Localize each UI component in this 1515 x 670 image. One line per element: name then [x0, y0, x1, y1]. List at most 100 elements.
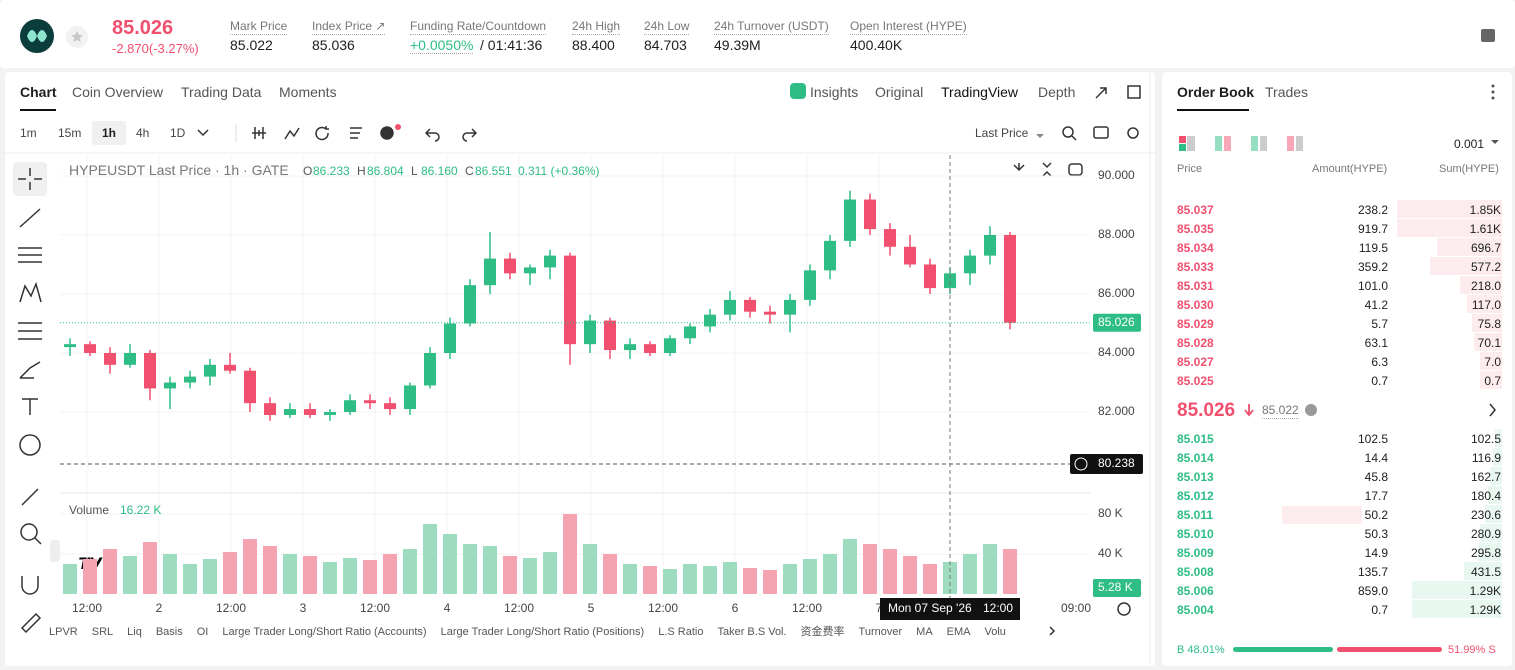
more-indicators[interactable]: [1049, 626, 1056, 636]
interval[interactable]: 1h: [102, 126, 117, 140]
price-type[interactable]: Last Price: [975, 126, 1029, 140]
book-price[interactable]: 85.010: [1177, 527, 1214, 541]
layout-button[interactable]: [1481, 29, 1495, 42]
book-amount: 359.2: [1357, 260, 1388, 274]
book-tab[interactable]: Order Book: [1177, 84, 1255, 100]
y-tick-label: 80 K: [1098, 506, 1123, 520]
stat-value: 49.39M: [714, 37, 761, 53]
volume-bar: [583, 544, 597, 594]
volume-bar: [443, 534, 457, 594]
indicator[interactable]: Large Trader Long/Short Ratio (Positions…: [440, 626, 645, 638]
book-price[interactable]: 85.014: [1177, 451, 1214, 465]
chart-tools[interactable]: [252, 126, 1139, 142]
indicator[interactable]: OI: [196, 626, 209, 638]
book-price[interactable]: 85.006: [1177, 584, 1214, 598]
maximize-icon[interactable]: [1068, 163, 1083, 176]
indicator[interactable]: Large Trader Long/Short Ratio (Accounts): [222, 626, 427, 638]
book-sum: 431.5: [1470, 565, 1501, 579]
depth-bar: [1412, 581, 1502, 599]
book-sum: 230.6: [1470, 508, 1501, 522]
scroll-down-icon[interactable]: [1013, 163, 1025, 172]
indicator[interactable]: Turnover: [858, 626, 903, 638]
indicator[interactable]: LPVR: [49, 626, 78, 638]
dropdown-icon[interactable]: [197, 129, 209, 137]
settings-icon[interactable]: [1117, 602, 1131, 616]
book-amount: 14.4: [1364, 451, 1388, 465]
book-price[interactable]: 85.011: [1177, 508, 1214, 522]
chevron-right[interactable]: [1489, 403, 1496, 417]
dropdown-icon[interactable]: [1491, 140, 1499, 144]
depth-bar: [1488, 486, 1502, 504]
book-price[interactable]: 85.004: [1177, 603, 1214, 617]
book-price[interactable]: 85.012: [1177, 489, 1214, 503]
volume-bar: [523, 558, 537, 594]
volume-bar: [63, 564, 77, 594]
book-price[interactable]: 85.008: [1177, 565, 1214, 579]
interval[interactable]: 15m: [58, 126, 82, 140]
volume-bar: [223, 552, 237, 594]
volume-bar: [383, 554, 397, 594]
view-tab[interactable]: Depth: [1038, 84, 1076, 100]
book-price[interactable]: 85.013: [1177, 470, 1214, 484]
book-price[interactable]: 85.034: [1177, 241, 1214, 255]
expand-icon[interactable]: [1095, 87, 1107, 99]
book-price[interactable]: 85.025: [1177, 374, 1214, 388]
book-price[interactable]: 85.031: [1177, 279, 1214, 293]
book-price[interactable]: 85.035: [1177, 222, 1214, 236]
volume-bar: [883, 549, 897, 594]
depth-bar: [1480, 371, 1502, 389]
tab[interactable]: Coin Overview: [72, 84, 164, 100]
dropdown-icon[interactable]: [1036, 134, 1044, 138]
candle-body: [484, 258, 496, 286]
candle-body: [604, 320, 616, 351]
book-view-icons[interactable]: [1179, 136, 1303, 151]
book-sum: 218.0: [1470, 279, 1501, 293]
x-tick-label: 12:00: [648, 601, 678, 615]
book-price[interactable]: 85.033: [1177, 260, 1214, 274]
tab[interactable]: Trading Data: [181, 84, 262, 100]
volume-bar: [263, 546, 277, 594]
indicator[interactable]: Volu: [984, 626, 1006, 638]
volume-bar: [763, 570, 777, 594]
indicator[interactable]: Taker B.S Vol.: [717, 626, 787, 638]
indicator[interactable]: 资金费率: [800, 626, 845, 638]
book-price[interactable]: 85.027: [1177, 355, 1214, 369]
book-price[interactable]: 85.037: [1177, 203, 1214, 217]
collapse-handle[interactable]: [50, 540, 60, 562]
book-price[interactable]: 85.009: [1177, 546, 1214, 560]
collapse-icon[interactable]: [1042, 162, 1052, 177]
interval[interactable]: 1m: [20, 126, 37, 140]
volume-bar: [803, 559, 817, 594]
indicator[interactable]: L.S Ratio: [658, 626, 704, 638]
indicator[interactable]: EMA: [946, 626, 971, 638]
indicator[interactable]: SRL: [91, 626, 114, 638]
book-tab[interactable]: Trades: [1265, 84, 1309, 100]
indicator[interactable]: Liq: [127, 626, 142, 638]
candle-body: [84, 344, 96, 354]
depth-bar: [1430, 257, 1502, 275]
tab[interactable]: Chart: [20, 84, 57, 100]
x-tick-label: 3: [300, 601, 307, 615]
sell-ratio: 51.99% S: [1448, 644, 1496, 656]
more-icon[interactable]: [1491, 84, 1495, 100]
interval[interactable]: 1D: [170, 126, 186, 140]
candle-body: [364, 400, 376, 404]
book-price[interactable]: 85.028: [1177, 336, 1214, 350]
book-price[interactable]: 85.030: [1177, 298, 1214, 312]
interval[interactable]: 4h: [136, 126, 150, 140]
book-price[interactable]: 85.015: [1177, 432, 1214, 446]
stat-label: Funding Rate/Countdown: [410, 19, 547, 35]
book-amount: 0.7: [1371, 374, 1388, 388]
drawing-toolbar[interactable]: [18, 168, 42, 634]
window-icon[interactable]: [1127, 85, 1141, 99]
indicator[interactable]: MA: [916, 626, 933, 638]
tab[interactable]: Moments: [279, 84, 337, 100]
precision[interactable]: 0.001: [1454, 137, 1485, 151]
view-tab[interactable]: Insights: [810, 84, 859, 100]
indicator[interactable]: Basis: [155, 626, 183, 638]
book-price[interactable]: 85.029: [1177, 317, 1214, 331]
view-tab[interactable]: TradingView: [941, 84, 1019, 100]
stat-label: Index Price ↗: [312, 19, 386, 35]
view-tab[interactable]: Original: [875, 84, 924, 100]
